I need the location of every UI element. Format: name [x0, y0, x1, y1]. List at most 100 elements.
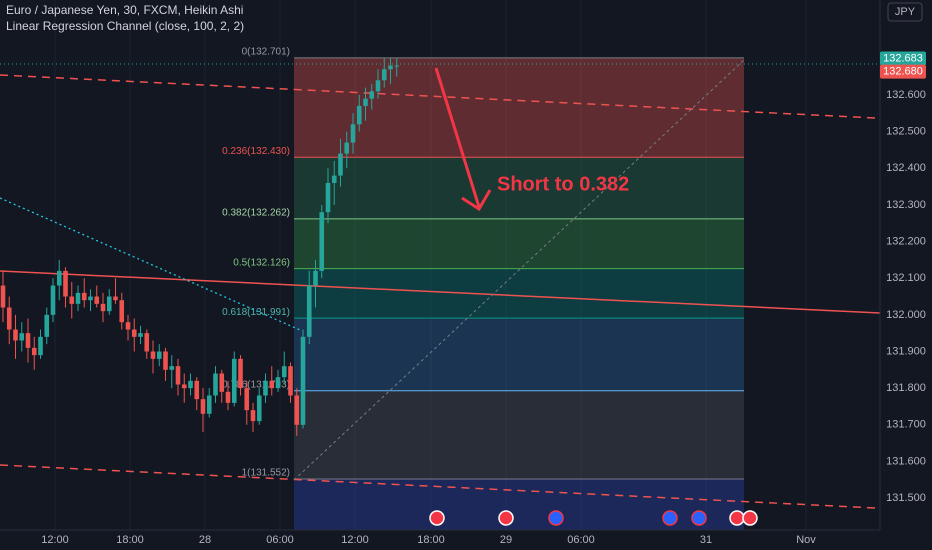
y-tick-label: 131.800: [886, 382, 926, 394]
event-icon[interactable]: [662, 510, 678, 526]
y-tick-label: 132.200: [886, 235, 926, 247]
candle-body: [244, 388, 250, 411]
candle-body: [88, 296, 93, 301]
annotation: Short to 0.382: [497, 173, 629, 195]
fib-band: [294, 318, 744, 391]
x-tick-label: 18:00: [417, 534, 445, 546]
candle-body: [119, 300, 125, 323]
event-icon[interactable]: [742, 510, 758, 526]
candle-body: [375, 80, 381, 92]
currency-box[interactable]: [887, 2, 923, 22]
fib-band: [294, 218, 744, 269]
x-tick-label: 06:00: [567, 534, 595, 546]
x-tick-label: 28: [199, 534, 211, 546]
regression-lower: [0, 464, 876, 509]
y-tick-label: 132.500: [886, 125, 926, 137]
fib-diagonal: [293, 59, 745, 481]
candle-body: [169, 366, 175, 370]
price-tag-label: 132.680: [883, 66, 923, 78]
candle-body: [100, 303, 106, 312]
candle-body: [206, 395, 212, 414]
x-tick-label: Nov: [796, 534, 816, 546]
y-tick-label: 132.100: [886, 272, 926, 284]
candle-body: [181, 384, 187, 389]
y-tick-label: 132.000: [886, 309, 926, 321]
event-icon[interactable]: [429, 510, 445, 526]
y-tick-label: 131.900: [886, 345, 926, 357]
candle-body: [50, 285, 56, 315]
event-icon[interactable]: [548, 510, 564, 526]
candle-body: [338, 153, 343, 176]
candle-body: [269, 380, 275, 389]
fib-label: 0.786(131.793): [222, 379, 290, 390]
price-axis: [880, 0, 932, 550]
candle-body: [44, 314, 50, 337]
candle-body: [225, 391, 231, 403]
currency: JPY: [895, 6, 916, 18]
event-icon[interactable]: [691, 510, 707, 526]
candle-body: [388, 65, 393, 70]
candle-body: [356, 105, 362, 125]
candle-body: [256, 395, 262, 422]
candle-body: [106, 296, 112, 312]
candle-body: [219, 373, 225, 392]
y-tick-label: 132.600: [886, 89, 926, 101]
y-tick-label: 131.600: [886, 455, 926, 467]
candle-body: [188, 380, 193, 389]
candle-body: [288, 366, 293, 396]
candle-body: [150, 351, 156, 359]
x-tick-label: 12:00: [41, 534, 69, 546]
x-tick-label: 12:00: [341, 534, 369, 546]
candle-body: [231, 358, 237, 403]
price-tag-label: 132.683: [883, 52, 923, 64]
price-tag: [880, 51, 926, 66]
candle-body: [69, 296, 75, 304]
candle-body: [13, 329, 18, 341]
fib-label: 0.5(132.126): [233, 257, 290, 268]
regression-upper: [0, 74, 876, 119]
candle-body: [350, 124, 356, 143]
arrow-head: [461, 189, 492, 212]
fib-band: [294, 268, 744, 319]
candle-body: [144, 333, 150, 352]
fib-band: [294, 57, 744, 158]
candle-body: [394, 65, 400, 67]
y-tick-label: 132.300: [886, 199, 926, 211]
x-tick-label: 18:00: [116, 534, 144, 546]
candle-body: [19, 333, 25, 341]
event-icon[interactable]: [729, 510, 745, 526]
candle-body: [300, 336, 306, 425]
arrow-shaft: [434, 67, 481, 208]
candle-body: [281, 366, 287, 378]
y-tick-label: 131.500: [886, 492, 926, 504]
candle-body: [175, 366, 181, 385]
drawings: [0, 59, 881, 509]
price-tag: [880, 64, 926, 79]
candle-body: [306, 285, 312, 337]
candle-body: [25, 333, 31, 348]
y-tick-label: 132.400: [886, 162, 926, 174]
candle-body: [163, 351, 168, 370]
candle-body: [94, 296, 100, 304]
fib-label: 1(131.552): [242, 468, 290, 479]
fib-band: [294, 390, 744, 480]
candle-body: [263, 380, 268, 396]
chart-title: Euro / Japanese Yen, 30, FXCM, Heikin As…: [6, 3, 243, 17]
candle-body: [138, 333, 143, 337]
fib-band: [294, 157, 744, 219]
candle-body: [275, 377, 281, 389]
candle-body: [156, 351, 162, 359]
candle-body: [38, 336, 43, 356]
candle-body: [363, 98, 368, 106]
event-icon[interactable]: [498, 510, 514, 526]
candle-body: [213, 373, 218, 396]
candle-body: [56, 270, 62, 286]
fib-label: 0(132.701): [242, 47, 290, 58]
candle-body: [31, 347, 37, 356]
indicator-label: Linear Regression Channel (close, 100, 2…: [6, 19, 244, 33]
candle-body: [369, 91, 375, 99]
candle-body: [194, 380, 200, 400]
candle-body: [125, 322, 131, 330]
x-tick-label: 31: [700, 534, 712, 546]
